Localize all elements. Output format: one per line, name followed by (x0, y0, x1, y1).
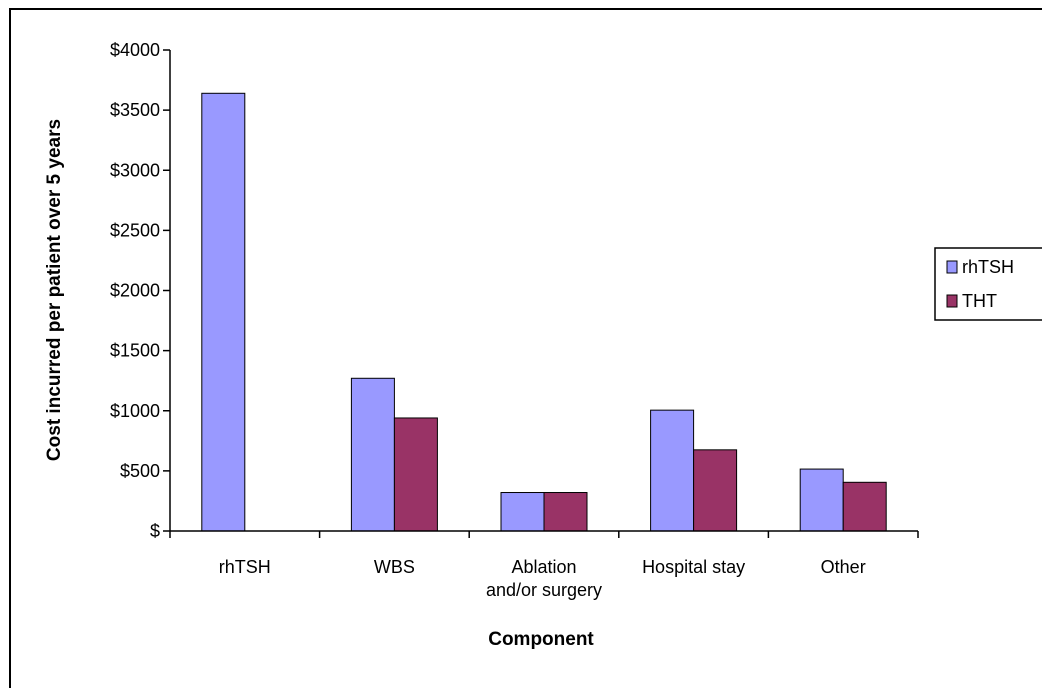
x-category-label: Hospital stay (642, 557, 745, 577)
x-category-label: WBS (374, 557, 415, 577)
bar-tht-3 (693, 449, 738, 532)
legend-swatch-tht (946, 294, 958, 308)
y-tick-label: $ (150, 521, 160, 541)
y-tick-label: $3000 (110, 160, 160, 180)
x-category-label: Ablation (511, 557, 576, 577)
x-category-label: rhTSH (219, 557, 271, 577)
bar-rhtsh-2 (500, 492, 545, 532)
bar-tht-4 (842, 481, 887, 532)
legend: rhTSH THT (934, 247, 1042, 321)
y-axis-title: Cost incurred per patient over 5 years (44, 119, 65, 461)
y-tick-label: $1000 (110, 401, 160, 421)
x-category-label: Other (821, 557, 866, 577)
y-ticks: $ $500 $1000 $1500 $2000 $2500 $3000 $3500 $4000 (110, 40, 170, 541)
bar-rhtsh-1 (350, 377, 395, 532)
legend-label-tht: THT (962, 291, 997, 311)
bar-rhtsh-4 (799, 468, 844, 532)
legend-box (934, 247, 1042, 321)
bar-rhtsh-3 (650, 409, 695, 532)
chart-frame (9, 8, 1042, 688)
bar-tht-2 (543, 492, 588, 532)
bar-rhtsh-0 (201, 92, 246, 532)
x-axis-title: Component (488, 629, 594, 650)
x-category-label: and/or surgery (486, 580, 602, 600)
y-tick-label: $4000 (110, 40, 160, 60)
y-tick-label: $500 (120, 461, 160, 481)
y-tick-label: $2000 (110, 281, 160, 301)
x-ticks: rhTSH WBS Ablation and/or surgery Hospital s… (169, 531, 919, 600)
y-tick-label: $1500 (110, 341, 160, 361)
legend-swatch-rhtsh (946, 260, 958, 274)
axes-layer (169, 50, 918, 532)
y-tick-label: $2500 (110, 220, 160, 240)
bars-layer (201, 92, 887, 532)
legend-label-rhtsh: rhTSH (962, 257, 1014, 277)
y-tick-label: $3500 (110, 100, 160, 120)
bar-tht-1 (393, 417, 438, 532)
